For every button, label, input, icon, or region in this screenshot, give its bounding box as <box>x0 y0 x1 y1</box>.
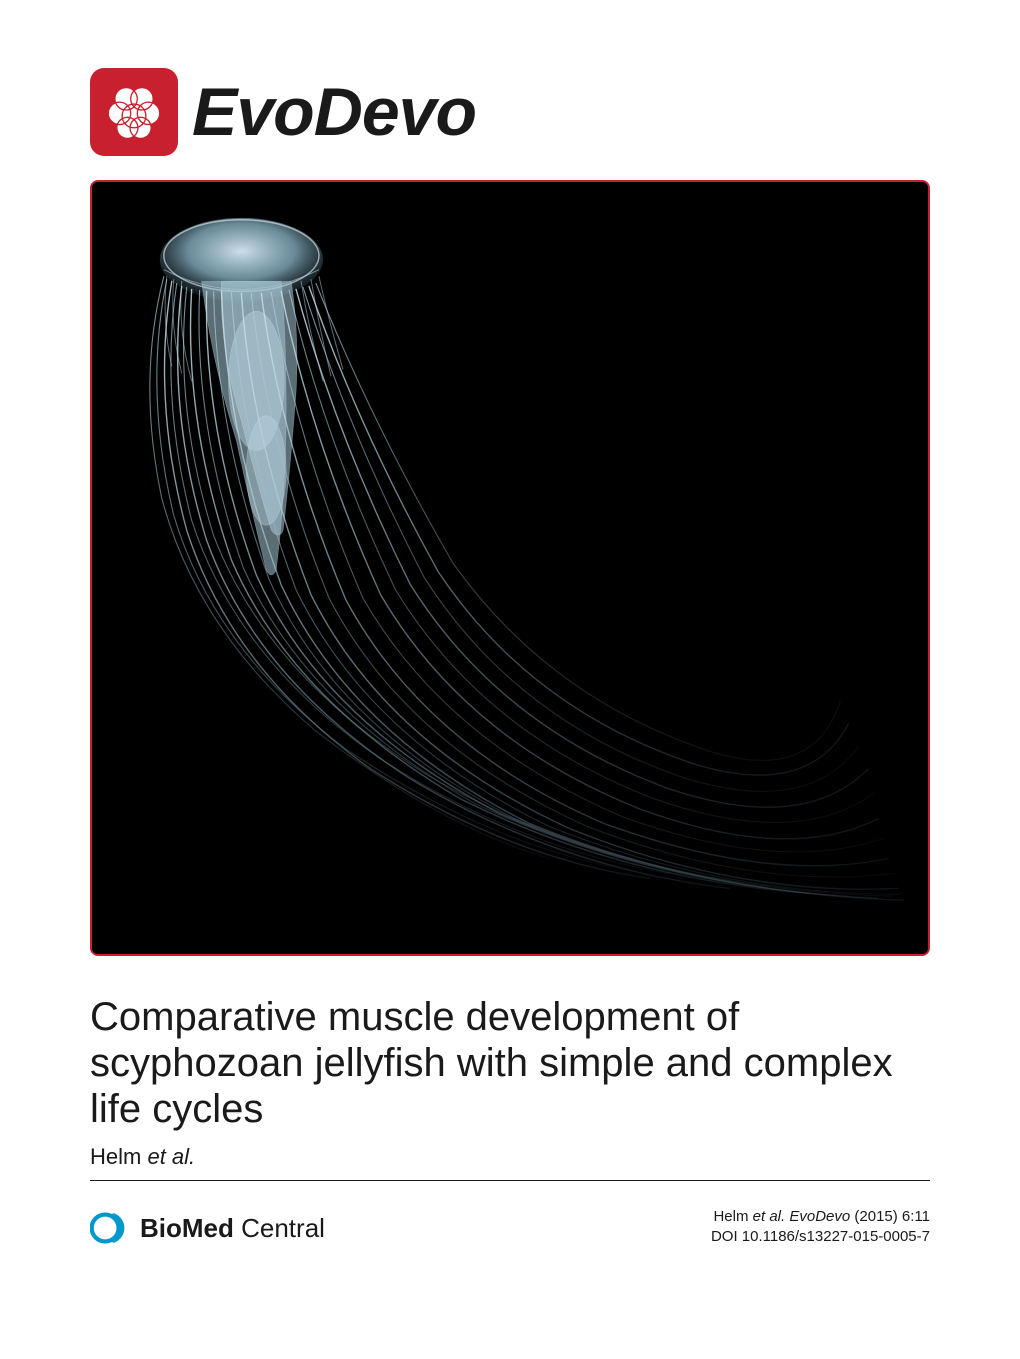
citation-doi-label: DOI <box>711 1228 738 1245</box>
article-title: Comparative muscle development of scypho… <box>90 994 930 1132</box>
author-etal: et al. <box>147 1144 195 1169</box>
jellyfish-image <box>92 182 928 954</box>
citation: Helm et al. EvoDevo (2015) 6:11 DOI 10.1… <box>711 1207 930 1246</box>
journal-name: EvoDevo <box>192 73 476 151</box>
citation-line1: Helm et al. EvoDevo (2015) 6:11 <box>711 1207 930 1227</box>
author-lead: Helm <box>90 1144 141 1169</box>
cover-image <box>90 180 930 956</box>
publisher-name-light: Central <box>234 1213 325 1243</box>
biomed-central-icon <box>90 1207 132 1249</box>
journal-logo-mark <box>90 68 178 156</box>
citation-doi: 10.1186/s13227-015-0005-7 <box>742 1228 930 1245</box>
citation-etal: et al. <box>753 1208 786 1225</box>
citation-journal: EvoDevo <box>789 1208 850 1225</box>
embryo-icon <box>101 79 167 145</box>
citation-line2: DOI 10.1186/s13227-015-0005-7 <box>711 1227 930 1247</box>
publisher-logo: BioMed Central <box>90 1207 325 1249</box>
citation-yearvol: (2015) 6:11 <box>854 1208 930 1225</box>
publisher-name-bold: BioMed <box>140 1213 234 1243</box>
citation-author: Helm <box>713 1208 748 1225</box>
article-authors: Helm et al. <box>90 1144 930 1181</box>
footer: BioMed Central Helm et al. EvoDevo (2015… <box>90 1207 930 1249</box>
journal-logo: EvoDevo <box>90 68 930 156</box>
publisher-name: BioMed Central <box>140 1213 325 1244</box>
